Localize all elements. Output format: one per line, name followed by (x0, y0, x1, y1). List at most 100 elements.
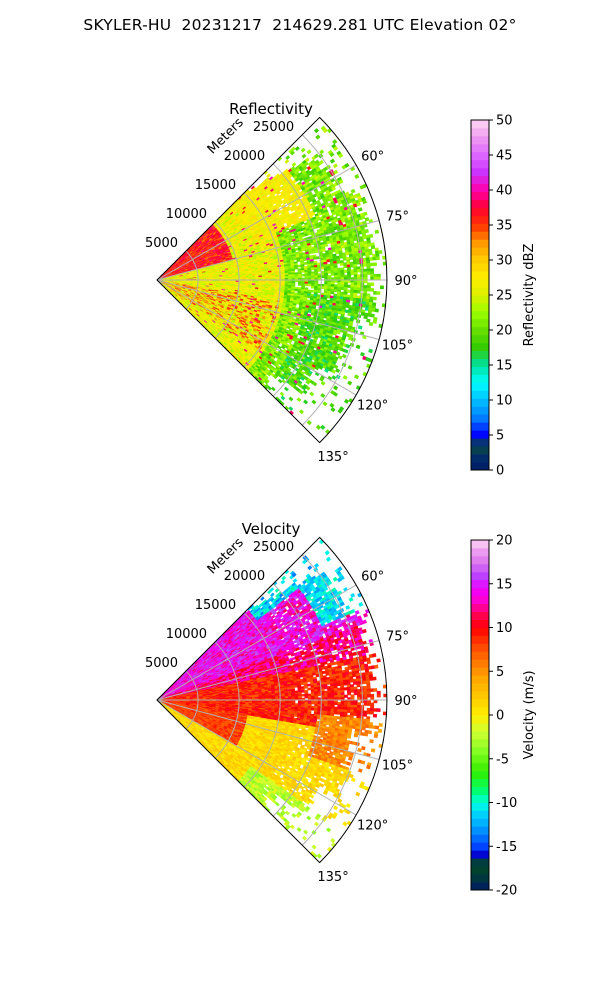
azimuth-line (156, 699, 380, 761)
polar-grid (156, 554, 387, 846)
colorbar-segment (471, 643, 489, 652)
colorbar-tick-label: 5 (496, 665, 504, 680)
angle-tick-label: 90° (394, 274, 417, 289)
polar-grid (156, 134, 387, 426)
colorbar-segment (471, 882, 489, 891)
colorbar-tick-label: 45 (496, 149, 513, 164)
colorbar-segment (471, 199, 489, 208)
colorbar-segment (471, 159, 489, 169)
colorbar-tick-label: 15 (496, 359, 513, 374)
colorbar-segment (471, 135, 489, 145)
colorbar-label: Reflectivity dBZ (522, 244, 537, 347)
colorbar-segment (471, 762, 489, 772)
colorbar-segment (471, 446, 489, 455)
colorbar-tick-label: -10 (496, 796, 517, 811)
colorbar-label: Velocity (m/s) (522, 670, 537, 759)
radial-tick-label: 15000 (195, 598, 236, 613)
colorbar-segment (471, 127, 489, 137)
colorbar-segment (471, 547, 489, 557)
colorbar-segment (471, 263, 489, 272)
azimuth-line (156, 279, 380, 341)
colorbar-segment (471, 239, 489, 248)
colorbar-segment (471, 770, 489, 780)
colorbar-segment (471, 318, 489, 328)
colorbar-segment (471, 810, 489, 819)
radial-tick-label: 25000 (253, 540, 294, 555)
colorbar-segment (471, 746, 489, 756)
colorbar-tick-label: 5 (496, 429, 504, 444)
colorbar-segment (471, 215, 489, 224)
colorbar-segment (471, 858, 489, 867)
figure-title: SKYLER-HU 20231217 214629.281 UTC Elevat… (83, 16, 517, 34)
azimuth-line (156, 699, 357, 816)
colorbar-segment (471, 334, 489, 344)
colorbar-segment (471, 635, 489, 644)
colorbar-segment (471, 802, 489, 811)
colorbar-segment (471, 683, 489, 692)
colorbar-segment (471, 183, 489, 192)
colorbar-tick-label: 10 (496, 621, 513, 636)
angle-tick-label: 75° (386, 210, 409, 225)
colorbar-segment (471, 207, 489, 216)
colorbar-segment (471, 438, 489, 447)
reflectivity-colorbar: 0 5 10 15 20 25 30 35 40 45 50 Reflectivity dBZ (470, 114, 537, 479)
radial-tick-label: 5000 (145, 236, 178, 251)
colorbar-segment (471, 691, 489, 700)
angle-tick-label: 105° (382, 338, 413, 353)
colorbar-tick-label: -5 (496, 752, 509, 767)
angle-tick-label: 60° (361, 150, 384, 165)
colorbar-segment (471, 579, 489, 589)
azimuth-line (156, 639, 380, 701)
colorbar-tick-label: 35 (496, 219, 513, 234)
colorbar-segment (471, 778, 489, 787)
colorbar-segment (471, 231, 489, 240)
reflectivity-panel: 60° 75° 90° 105° 120° 135° 5000 10000 15000 20000… (145, 100, 418, 465)
colorbar-tick-label: 10 (496, 394, 513, 409)
colorbar-segment (471, 414, 489, 423)
azimuth-line (156, 584, 357, 701)
angle-tick-label: 135° (317, 870, 348, 885)
radar-data (157, 125, 387, 435)
colorbar-segment (471, 874, 489, 883)
colorbar-segment (471, 603, 489, 612)
colorbar-segment (471, 715, 489, 724)
colorbar-segment (471, 555, 489, 565)
angle-tick-label: 120° (357, 819, 388, 834)
colorbar-segment (471, 398, 489, 407)
panel-subtitle: Reflectivity (229, 100, 313, 118)
colorbar-tick-label: 0 (496, 709, 504, 724)
colorbar-segment (471, 223, 489, 232)
colorbar-segment (471, 366, 489, 375)
angle-tick-label: 90° (394, 694, 417, 709)
colorbar-segment (471, 454, 489, 463)
colorbar-segment (471, 818, 489, 827)
velocity-colorbar: -20 -15 -10 -5 0 5 10 15 20 Velocity (m/s) (470, 534, 537, 899)
azimuth-line (156, 164, 357, 281)
colorbar-segment (471, 295, 489, 304)
colorbar-segment (471, 271, 489, 280)
colorbar-tick-label: -15 (496, 840, 517, 855)
angle-tick-label: 105° (382, 758, 413, 773)
colorbar-segment (471, 786, 489, 795)
angle-tick-label: 120° (357, 399, 388, 414)
colorbar-segment (471, 342, 489, 352)
colorbar-segment (471, 627, 489, 636)
colorbar-segment (471, 651, 489, 660)
colorbar-segment (471, 382, 489, 391)
colorbar-segment (471, 120, 489, 129)
colorbar-segment (471, 167, 489, 177)
colorbar-segment (471, 675, 489, 684)
colorbar-segment (471, 659, 489, 668)
colorbar-segment (471, 287, 489, 296)
colorbar-segment (471, 279, 489, 288)
colorbar-segment (471, 326, 489, 336)
radial-tick-label: 15000 (195, 178, 236, 193)
colorbar-segment (471, 730, 489, 740)
colorbar-segment (471, 175, 489, 185)
colorbar-segment (471, 826, 489, 835)
colorbar-segment (471, 430, 489, 439)
angle-tick-label: 135° (317, 450, 348, 465)
colorbar-segment (471, 571, 489, 581)
colorbar-segment (471, 350, 489, 360)
